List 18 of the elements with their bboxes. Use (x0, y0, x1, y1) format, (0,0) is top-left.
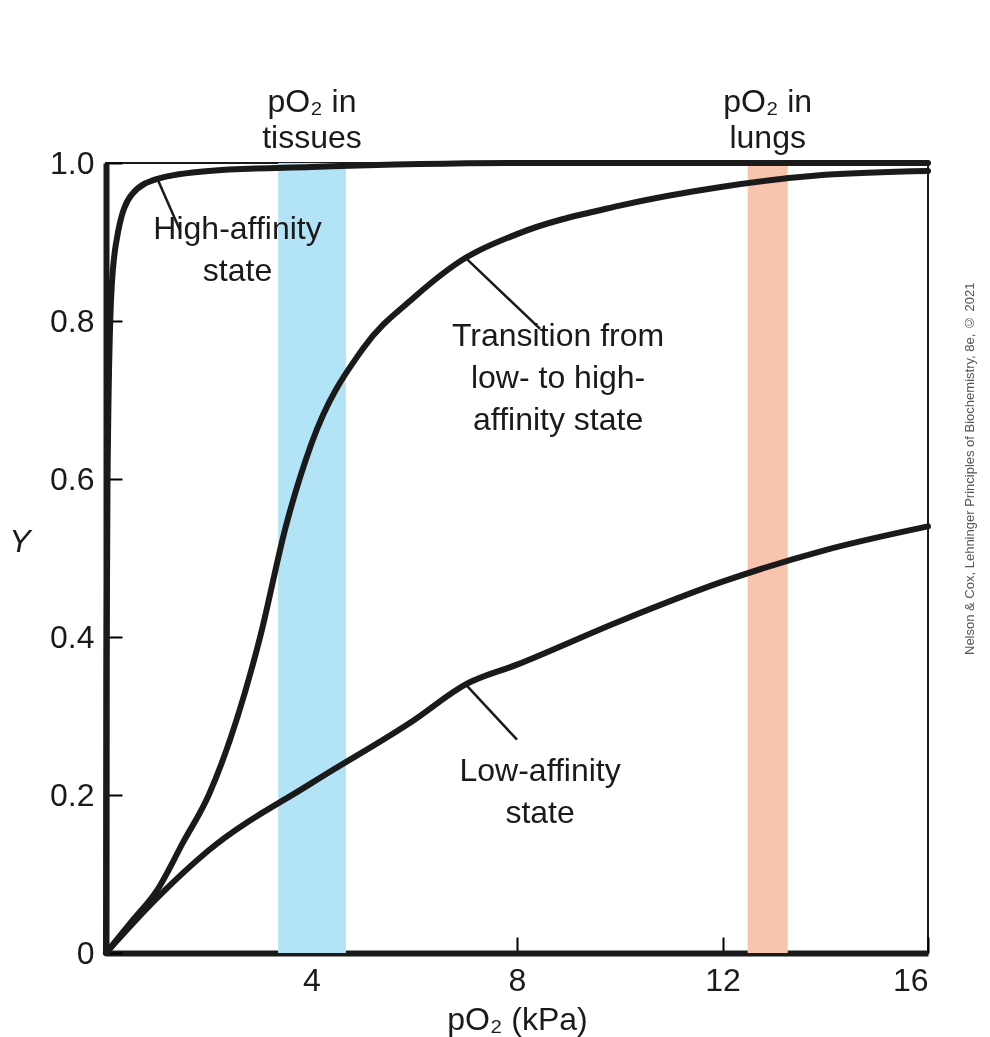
y-tick-label: 0.8 (50, 302, 95, 339)
annotation: Low-affinity state (459, 751, 621, 830)
y-tick-label: 0.4 (50, 618, 95, 655)
x-tick-label: 12 (705, 961, 741, 998)
band-label: pO₂ in tissues (262, 83, 362, 155)
y-axis-title: Y (9, 522, 34, 559)
x-tick-label: 4 (303, 961, 321, 998)
y-tick-label: 0.6 (50, 460, 95, 497)
text: Nelson & Cox, Lehninger Principles of Biochemistry, 8e, © 2021 (962, 281, 977, 655)
band-label: pO₂ in lungs (723, 83, 813, 155)
annotation: Transition from low- to high-affinity state (452, 317, 665, 437)
y-tick-label: 0.2 (50, 776, 95, 813)
x-tick-label: 8 (508, 961, 527, 998)
x-axis-title: pO₂ (kPa) (447, 1000, 588, 1037)
y-tick-label: 1.0 (50, 144, 95, 181)
x-tick-label: 16 (892, 961, 929, 998)
annotation: High-affinity state (153, 210, 322, 289)
y-tick-label: 0 (76, 934, 95, 971)
